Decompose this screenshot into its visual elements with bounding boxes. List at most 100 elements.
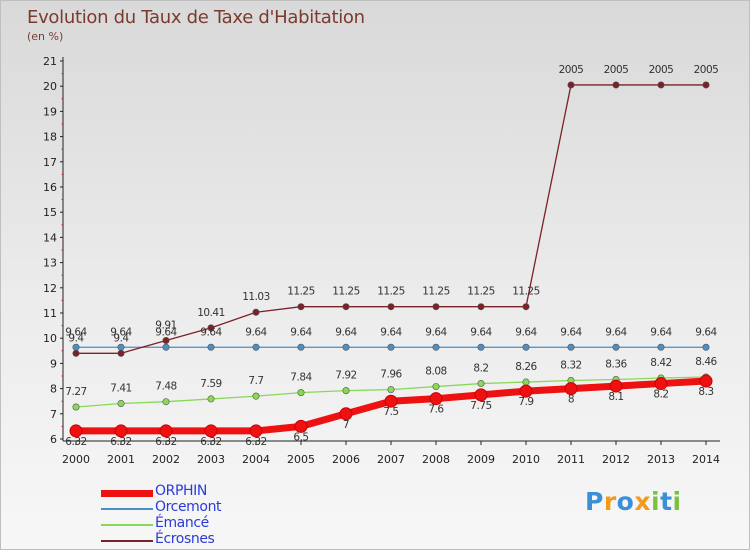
y-tick-label: 9 <box>50 357 57 370</box>
data-label: 9.64 <box>200 326 222 338</box>
data-label: 7.59 <box>200 378 221 390</box>
data-point <box>702 343 710 351</box>
data-label: 6.32 <box>155 436 176 448</box>
data-label: 9.64 <box>155 326 177 338</box>
data-label: 2005 <box>559 64 584 76</box>
line-chart: 6 7 8 9 10 11 12 13 14 15 16 17 18 19 20 21 2000 2001 2002… <box>43 55 720 466</box>
data-label: 7.84 <box>290 372 312 384</box>
data-label: 11.25 <box>332 286 360 298</box>
x-tick-label: 2013 <box>647 453 675 466</box>
data-label: 8.08 <box>425 366 446 378</box>
logo-letter: t <box>660 487 673 516</box>
data-label: 11.03 <box>242 291 270 303</box>
data-label: 2005 <box>694 64 719 76</box>
data-label: 6.32 <box>200 436 221 448</box>
data-point <box>699 374 713 388</box>
data-point <box>612 343 620 351</box>
data-label: 9.64 <box>560 326 582 338</box>
y-tick-label: 15 <box>43 206 57 219</box>
y-tick-label: 20 <box>43 80 57 93</box>
data-point <box>384 394 398 408</box>
data-label: 9.64 <box>425 326 447 338</box>
data-point <box>249 424 263 438</box>
data-label: 9.64 <box>245 326 267 338</box>
logo-letter: o <box>616 487 635 516</box>
data-point <box>477 343 485 351</box>
data-point <box>117 349 125 357</box>
y-tick-label: 18 <box>43 131 57 144</box>
x-tick-label: 2008 <box>422 453 450 466</box>
data-label: 9.64 <box>515 326 537 338</box>
data-point <box>474 388 488 402</box>
axes: 6 7 8 9 10 11 12 13 14 15 16 17 18 19 20 21 2000 2001 2002… <box>43 55 720 466</box>
series-line-Écrosnes <box>76 84 706 354</box>
data-label: 11.25 <box>467 286 495 298</box>
data-point <box>342 343 350 351</box>
data-point <box>162 336 170 344</box>
x-tick-label: 2006 <box>332 453 360 466</box>
data-label: 9.64 <box>65 326 87 338</box>
data-point <box>114 424 128 438</box>
data-point <box>519 384 533 398</box>
data-label: 8 <box>568 394 574 406</box>
y-tick-label: 10 <box>43 332 57 345</box>
x-tick-label: 2014 <box>692 453 720 466</box>
data-label: 8.46 <box>695 356 717 368</box>
data-label: 9.64 <box>380 326 402 338</box>
data-point <box>612 81 620 89</box>
legend-swatch <box>101 508 153 510</box>
data-point <box>339 407 353 421</box>
data-point <box>252 343 260 351</box>
y-tick-label: 8 <box>50 383 57 396</box>
data-label: 8.26 <box>515 361 537 373</box>
data-label: 7.7 <box>248 375 263 387</box>
proxiti-logo: Proxiti <box>585 487 682 516</box>
legend-swatch <box>101 489 153 497</box>
data-label: 9.64 <box>290 326 312 338</box>
data-point <box>252 308 260 316</box>
data-label: 11.25 <box>287 286 315 298</box>
data-point <box>432 383 440 391</box>
data-label: 2005 <box>604 64 629 76</box>
legend-label: Émancé <box>155 515 209 531</box>
chart-unit-label: (en %) <box>27 30 64 43</box>
data-point <box>69 424 83 438</box>
data-point <box>117 343 125 351</box>
logo-letter: P <box>585 487 604 516</box>
data-label: 8.32 <box>560 360 581 372</box>
data-point <box>207 343 215 351</box>
data-point <box>207 324 215 332</box>
data-point <box>117 399 125 407</box>
legend-label: Écrosnes <box>155 531 215 547</box>
data-label: 6.32 <box>110 436 131 448</box>
data-point <box>522 378 530 386</box>
data-label: 2005 <box>649 64 674 76</box>
data-label: 7.41 <box>110 382 131 394</box>
data-point <box>297 303 305 311</box>
data-point <box>162 398 170 406</box>
data-point <box>702 81 710 89</box>
data-point <box>297 343 305 351</box>
data-label: 11.25 <box>422 286 450 298</box>
series-lines <box>69 81 713 438</box>
data-label: 6.32 <box>245 436 266 448</box>
data-label: 8.3 <box>698 386 713 398</box>
data-label: 9.64 <box>110 326 132 338</box>
x-tick-label: 2002 <box>152 453 180 466</box>
data-point <box>657 343 665 351</box>
data-point <box>522 303 530 311</box>
data-label: 8.2 <box>653 389 668 401</box>
data-label: 6.5 <box>293 431 308 443</box>
data-label: 7.92 <box>335 370 356 382</box>
data-point <box>294 419 308 433</box>
data-point <box>342 303 350 311</box>
data-label: 9.64 <box>470 326 492 338</box>
data-point <box>162 343 170 351</box>
legend-label: ORPHIN <box>155 483 207 499</box>
data-labels: 9.64 9.64 9.64 9.64 9.64 9.64 9.64 9.64 9.64 9.64… <box>65 64 719 448</box>
y-tick-label: 14 <box>43 231 57 244</box>
y-tick-label: 16 <box>43 181 57 194</box>
y-tick-label: 6 <box>50 433 57 446</box>
legend-swatch <box>101 524 153 526</box>
